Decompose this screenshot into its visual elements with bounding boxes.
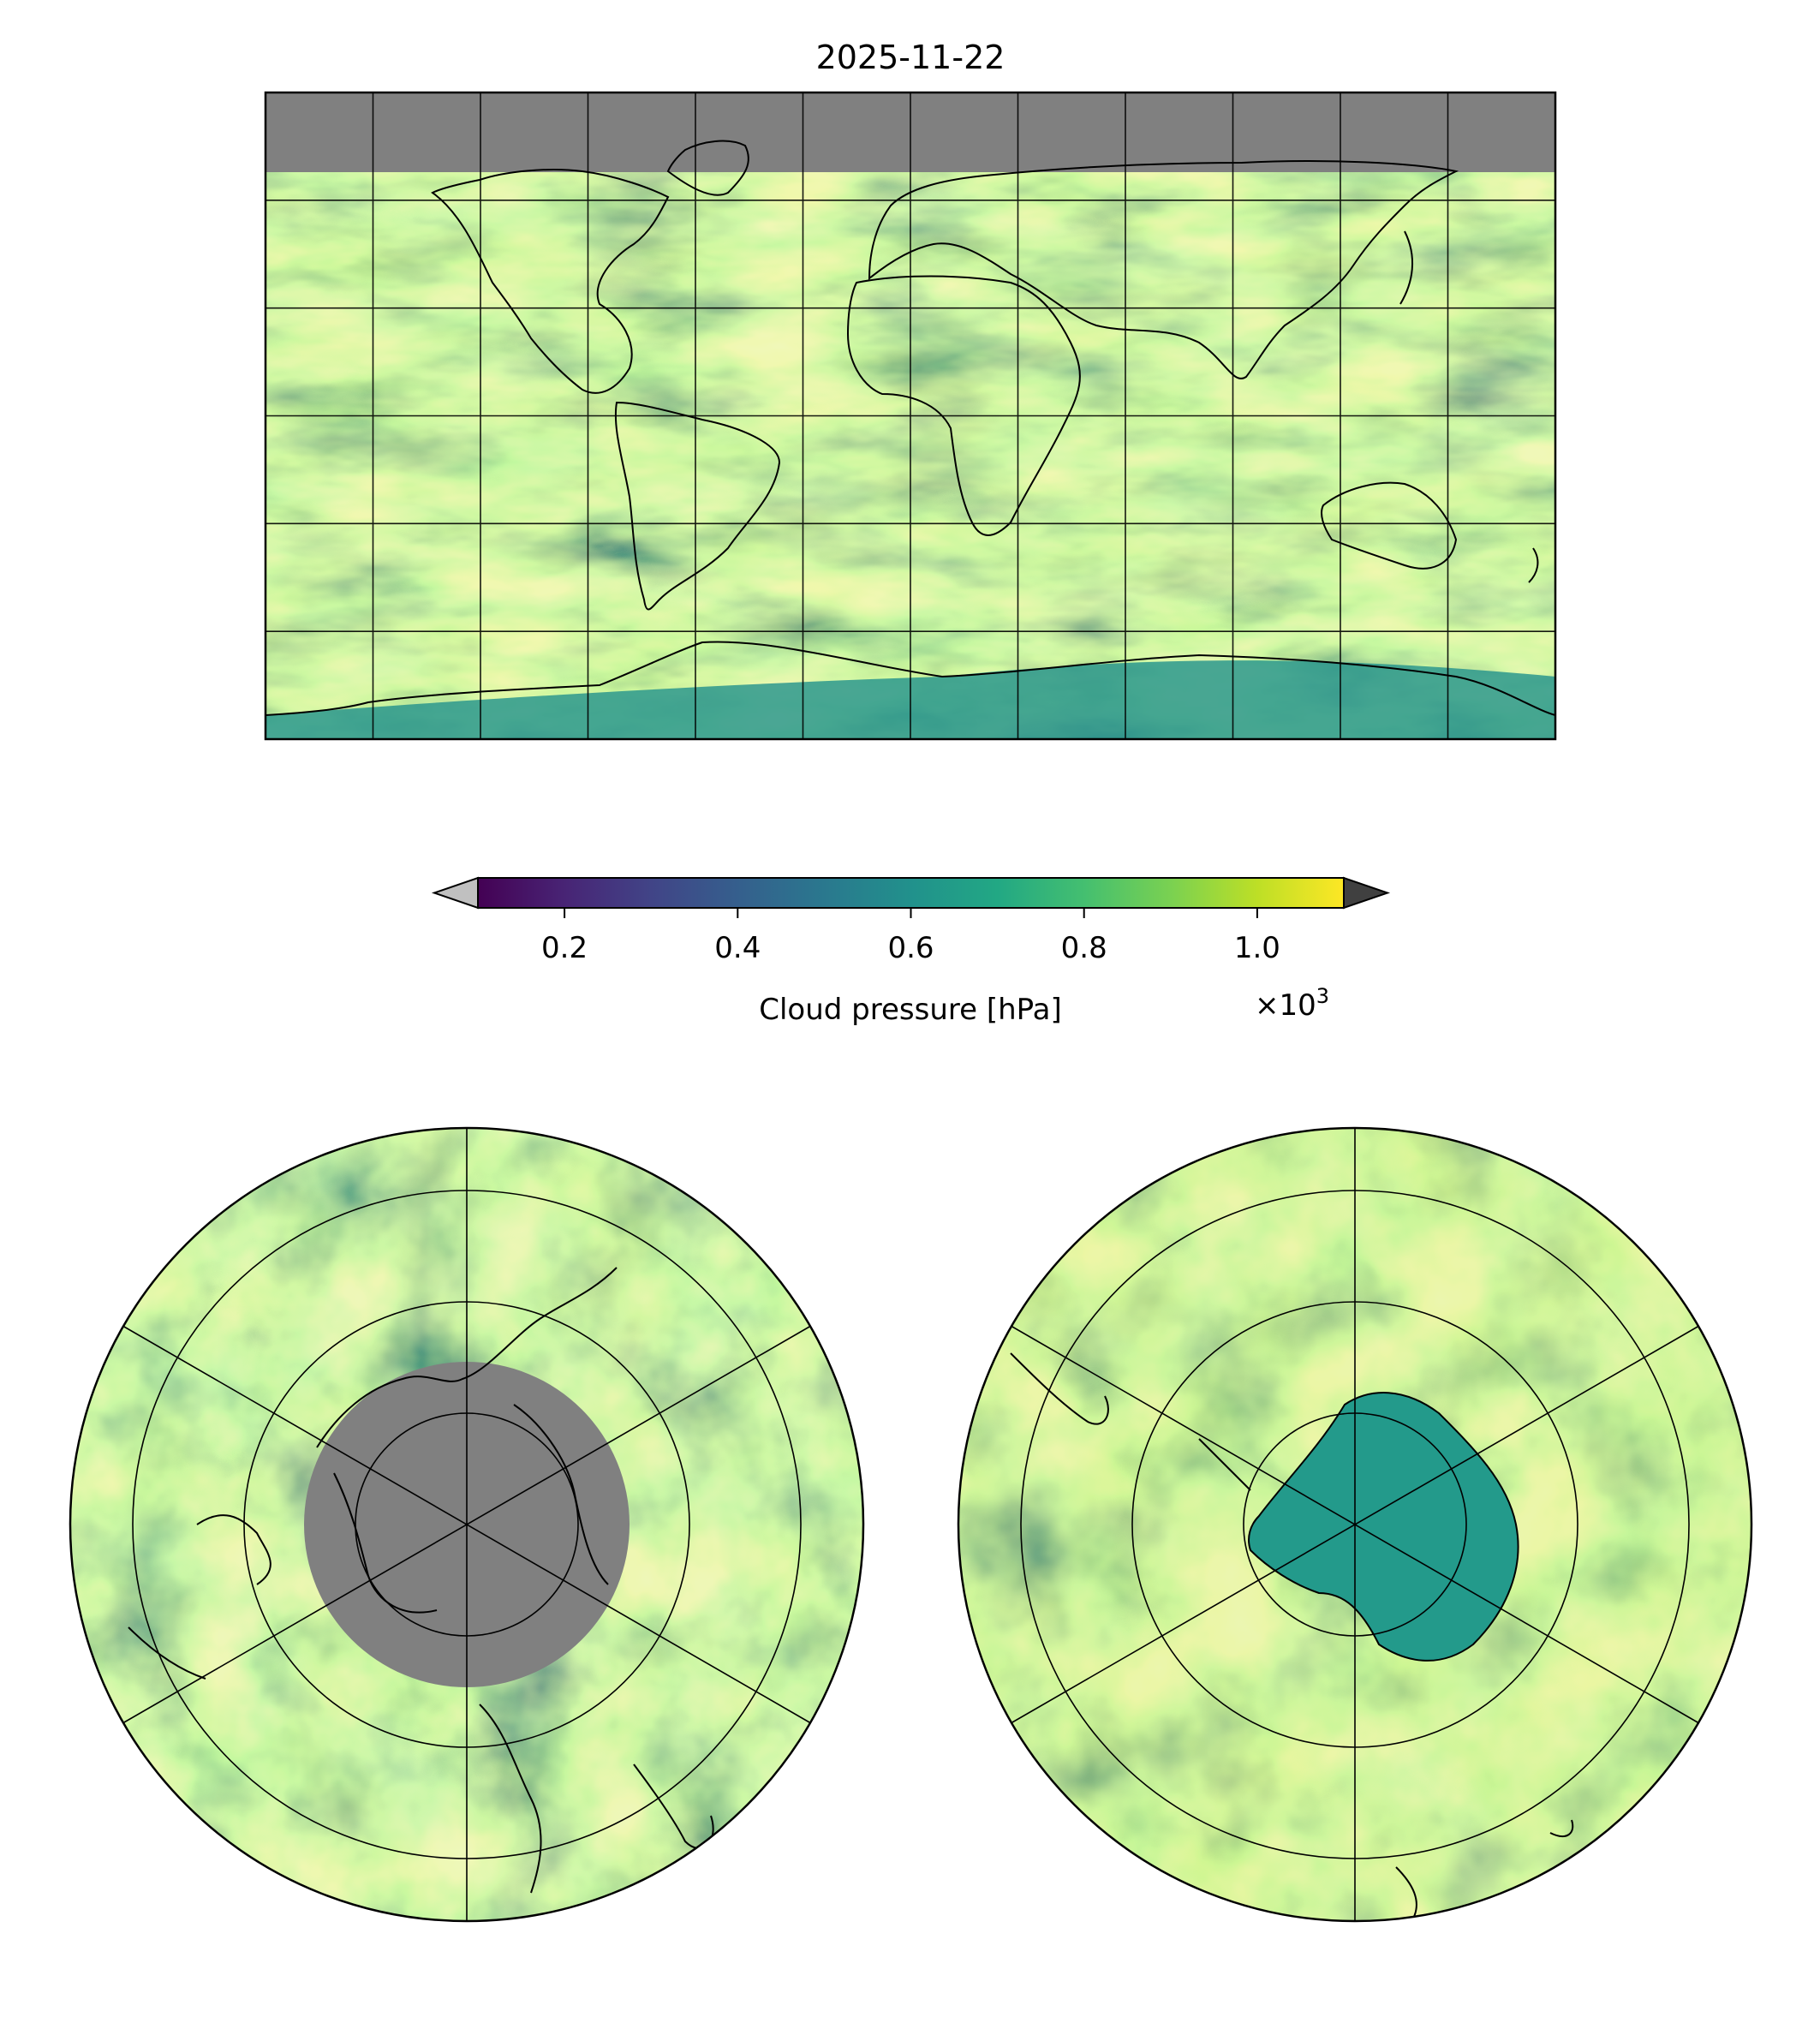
colorbar-gradient [477, 877, 1345, 909]
north-map-frame [69, 1126, 865, 1923]
colorbar-tick-label: 0.8 [1061, 931, 1107, 965]
global-map-frame [264, 91, 1557, 741]
colorbar-over-extension [1343, 876, 1391, 910]
south-graticule [1011, 1128, 1699, 1921]
antarctica [1248, 1392, 1519, 1662]
colorbar-tick-label: 0.4 [714, 931, 761, 965]
coast-north-america [431, 169, 670, 394]
colorbar-ticks: 0.2 0.4 0.6 0.8 1.0 [541, 908, 1280, 965]
north-polar-map [70, 1128, 863, 1921]
coast-antarctica [266, 641, 1555, 716]
colorbar-label: Cloud pressure [hPa] [759, 993, 1061, 1027]
coast-new-zealand [1528, 547, 1539, 583]
colorbar-multiplier: ×103 [1255, 984, 1329, 1023]
global-map [266, 92, 1555, 739]
colorbar-tick-label: 0.6 [887, 931, 934, 965]
coast-eurasia [868, 160, 1459, 379]
south-map-frame [957, 1126, 1753, 1923]
global-coastlines [266, 140, 1555, 716]
south-coastlines [1010, 1352, 1574, 1919]
colorbar-under-extension [431, 876, 479, 910]
colorbar: 0.2 0.4 0.6 0.8 1.0 Cloud pressure [hPa] ×10… [431, 876, 1391, 1027]
coast-south-america [614, 401, 781, 611]
colorbar-tick-label: 0.2 [541, 931, 588, 965]
coast-greenland [666, 140, 749, 196]
coast-australia [1321, 481, 1458, 570]
coast-africa [846, 275, 1081, 536]
colorbar-tick-label: 1.0 [1234, 931, 1280, 965]
global-graticule [266, 92, 1555, 739]
south-polar-map [958, 1128, 1751, 1921]
figure-title: 2025-11-22 [816, 39, 1005, 76]
coast-japan [1399, 230, 1414, 305]
north-graticule [122, 1128, 811, 1921]
